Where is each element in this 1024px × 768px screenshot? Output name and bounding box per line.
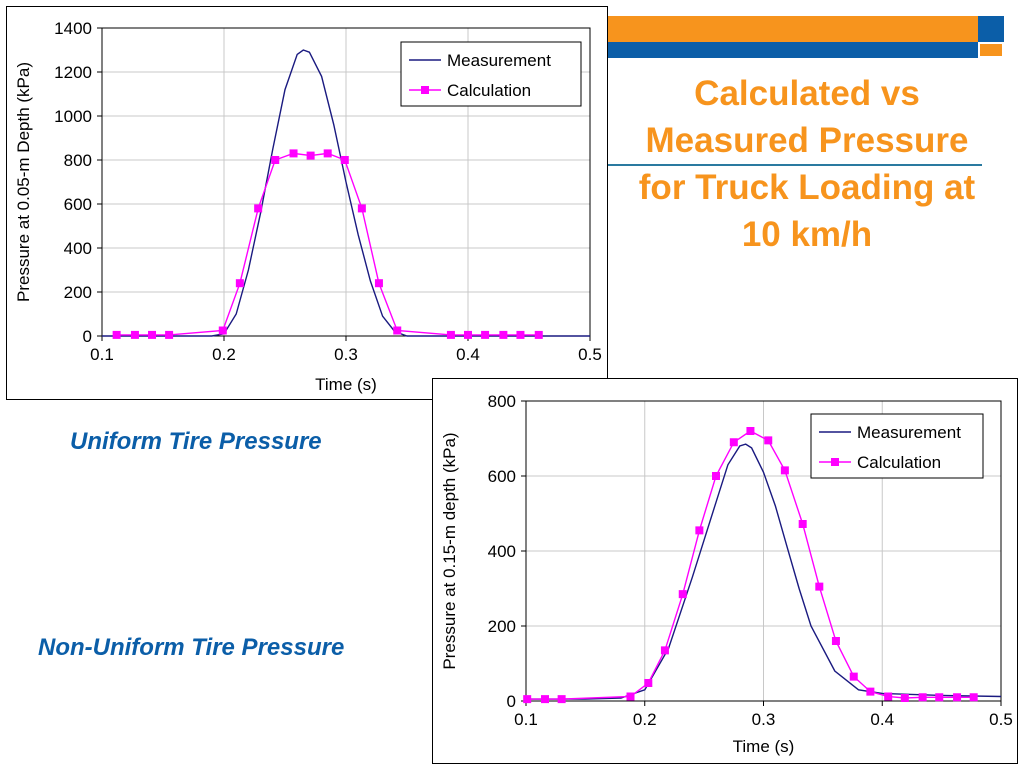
chart2-calculation-point <box>764 436 773 445</box>
chart1-y-tick-label: 1000 <box>54 107 92 126</box>
chart1-calculation-point <box>464 330 472 339</box>
chart2-legend-label-measurement: Measurement <box>857 423 961 442</box>
chart-uniform-svg: 0 200 400 600 800 1000 1200 1400 0.1 0.2 0.3 0.4 0.5… <box>14 19 602 394</box>
header-orange-square <box>980 44 1002 56</box>
chart1-legend-label-measurement: Measurement <box>447 51 551 70</box>
chart1-calculation-point <box>340 156 349 164</box>
chart1-legend-marker <box>421 86 429 94</box>
chart2-calculation-point <box>746 427 755 435</box>
chart2-calculation-point <box>780 466 789 475</box>
chart1-calculation-point <box>374 279 383 288</box>
chart1-calculation-point <box>112 330 121 339</box>
chart2-y-tick-label: 800 <box>488 392 516 411</box>
chart2-calculation-point <box>953 693 962 702</box>
chart1-x-tick-label: 0.1 <box>90 345 114 364</box>
chart1-x-tick-label: 0.3 <box>334 345 358 364</box>
chart1-y-tick-label: 0 <box>83 327 92 346</box>
chart2-calculation-point <box>935 693 944 702</box>
chart2-x-tick-label: 0.1 <box>514 710 538 729</box>
chart1-y-tick-label: 200 <box>64 283 92 302</box>
chart1-x-tick-label: 0.4 <box>456 345 480 364</box>
uniform-tire-pressure-label: Uniform Tire Pressure <box>70 428 322 455</box>
chart2-calculation-point <box>626 692 635 701</box>
chart2-legend <box>810 413 984 479</box>
chart2-x-axis-label: Time (s) <box>733 737 795 756</box>
chart1-y-tick-label: 600 <box>64 195 92 214</box>
header-blue-bar <box>607 42 978 58</box>
chart1-y-tick-label: 1200 <box>54 63 92 82</box>
chart2-calculation-point <box>523 695 532 704</box>
chart1-calculation-point <box>289 149 298 158</box>
chart2-calculation-point <box>678 590 687 599</box>
chart-nonuniform-pressure: 0 200 400 600 800 0.1 0.2 0.3 0.4 0.5 Time (s) Pres… <box>432 378 1018 764</box>
chart2-calculation-point <box>900 694 909 702</box>
chart1-calculation-point <box>254 204 263 213</box>
chart1-calculation-point <box>481 330 490 339</box>
slide-title-line-1: Calculated vs <box>694 74 920 113</box>
title-divider <box>607 164 982 166</box>
header-orange-bar <box>607 16 978 42</box>
chart2-legend-marker <box>831 458 839 466</box>
chart2-calculation-point <box>918 693 927 702</box>
chart2-calculation-point <box>849 672 858 681</box>
chart1-calculation-point <box>235 279 244 288</box>
chart1-series-measurement-line <box>102 49 590 337</box>
chart2-series-measurement-line <box>526 443 1002 700</box>
chart2-calculation-point <box>695 526 704 535</box>
chart2-calculation-point <box>866 687 875 696</box>
chart2-calculation-point <box>798 520 807 528</box>
chart2-calculation-point <box>815 582 824 591</box>
chart1-y-tick-label: 1400 <box>54 19 92 38</box>
chart1-calculation-point <box>357 204 366 213</box>
chart1-calculation-point <box>165 330 174 339</box>
slide-title: Calculated vs Measured Pressure for Truc… <box>607 70 1007 258</box>
chart1-calculation-point <box>130 330 139 339</box>
chart2-calculation-point <box>712 472 720 480</box>
chart1-calculation-point <box>516 330 525 339</box>
chart2-x-tick-label: 0.2 <box>633 710 657 729</box>
chart1-calculation-point <box>534 330 543 339</box>
header-blue-square <box>978 16 1004 42</box>
slide-title-line-4: 10 km/h <box>741 215 873 254</box>
chart1-calculation-point <box>499 330 508 339</box>
chart2-calculation-point <box>541 695 549 704</box>
chart-uniform-pressure: 0 200 400 600 800 1000 1200 1400 0.1 0.2 0.3 0.4 0.5… <box>6 6 608 400</box>
chart1-calculation-point <box>446 330 455 339</box>
chart1-x-tick-label: 0.5 <box>578 345 602 364</box>
chart1-x-axis-label: Time (s) <box>315 375 377 394</box>
chart2-x-tick-label: 0.4 <box>870 710 894 729</box>
chart2-calculation-point <box>644 679 653 687</box>
chart1-y-tick-label: 400 <box>64 239 92 258</box>
chart1-y-tick-label: 800 <box>64 151 92 170</box>
chart2-calculation-point <box>660 646 669 655</box>
chart1-calculation-point <box>393 326 402 335</box>
chart1-calculation-point <box>271 156 280 164</box>
chart2-calculation-point <box>831 637 840 645</box>
chart1-calculation-point <box>323 149 332 158</box>
chart1-x-tick-label: 0.2 <box>212 345 236 364</box>
slide-title-line-3: for Truck Loading at <box>638 168 976 207</box>
chart1-legend-label-calculation: Calculation <box>447 81 531 100</box>
chart2-calculation-point <box>729 438 738 447</box>
chart1-calculation-point <box>218 326 227 335</box>
chart2-legend-label-calculation: Calculation <box>857 453 941 472</box>
chart1-y-axis-label: Pressure at 0.05-m Depth (kPa) <box>14 62 33 302</box>
chart2-calculation-point <box>884 692 893 701</box>
chart1-legend <box>400 41 582 107</box>
chart2-y-tick-label: 200 <box>488 617 516 636</box>
chart2-x-tick-label: 0.5 <box>989 710 1013 729</box>
slide-title-line-2: Measured Pressure <box>645 121 969 160</box>
chart2-x-tick-label: 0.3 <box>752 710 776 729</box>
chart2-y-tick-label: 400 <box>488 542 516 561</box>
chart2-y-tick-label: 600 <box>488 467 516 486</box>
chart1-calculation-point <box>148 330 157 339</box>
chart1-series-calculation-line <box>116 152 539 336</box>
chart2-calculation-point <box>969 693 978 702</box>
chart2-y-axis-label: Pressure at 0.15-m depth (kPa) <box>440 432 459 669</box>
chart2-y-tick-label: 0 <box>507 692 516 711</box>
chart-nonuniform-svg: 0 200 400 600 800 0.1 0.2 0.3 0.4 0.5 Time (s) Pres… <box>440 392 1013 756</box>
non-uniform-tire-pressure-label: Non-Uniform Tire Pressure <box>38 634 345 661</box>
chart2-calculation-point <box>557 695 566 704</box>
chart1-calculation-point <box>306 151 315 160</box>
